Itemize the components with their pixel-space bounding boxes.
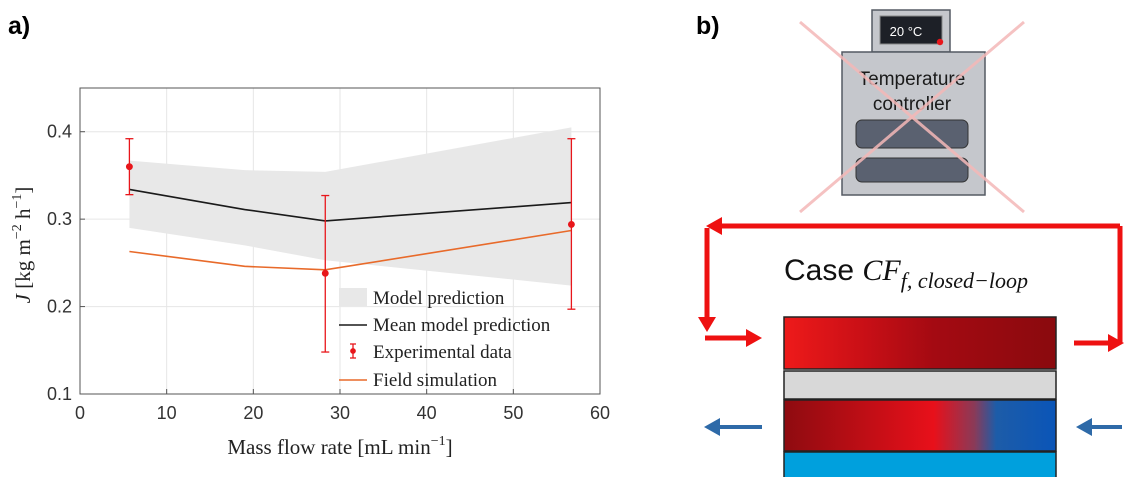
y-axis-title: J [kg m−2 h−1] [10, 187, 35, 304]
x-tick-label: 10 [157, 403, 177, 423]
controller-label-line2: controller [873, 94, 952, 115]
x-tick-label: 50 [503, 403, 523, 423]
case-label: Case CFf, closed−loop [784, 254, 1028, 293]
controller-display-value: 20 °C [890, 24, 923, 39]
model-prediction-band [129, 127, 572, 286]
legend-band-label: Model prediction [373, 288, 505, 309]
flux-chart: 0 10 20 30 40 50 60 0.1 0.2 0.3 0.4 Mass flow rate… [10, 87, 610, 459]
axis-ticks: 0 10 20 30 40 50 60 0.1 0.2 0.3 0.4 [47, 122, 610, 423]
controller-display-housing [871, 9, 951, 53]
x-tick-label: 0 [75, 403, 85, 423]
legend-band-swatch [339, 288, 367, 306]
legend-mean-label: Mean model prediction [373, 315, 551, 336]
controller-label-line1: Temperature [859, 69, 966, 90]
controller-indicator-light [936, 38, 944, 46]
controller-slot-lower [855, 157, 969, 183]
coolant-channel [783, 451, 1057, 477]
x-tick-label: 60 [590, 403, 610, 423]
temperature-controller: 20 °C Temperature controller [799, 9, 1025, 214]
loop-top-arrowhead [706, 217, 722, 235]
permeate-outlet-arrowhead [704, 418, 720, 436]
controller-slot-upper [855, 119, 969, 149]
legend-experimental-label: Experimental data [373, 342, 512, 363]
legend-experimental-swatch [350, 343, 356, 359]
inlet-hot-arrowhead [746, 329, 762, 347]
x-tick-label: 30 [330, 403, 350, 423]
x-tick-label: 20 [243, 403, 263, 423]
outlet-hot-arrowhead [1108, 334, 1124, 352]
plot-frame [79, 87, 601, 395]
panel-a-label: a) [8, 12, 31, 40]
field-simulation-line [129, 229, 572, 271]
cross-out-line-1 [799, 20, 1025, 214]
membrane-layer [783, 370, 1057, 400]
membrane-module [783, 316, 1057, 477]
hot-feed-channel [783, 316, 1057, 370]
y-tick-label: 0.3 [47, 209, 72, 229]
panel-b-label: b) [696, 12, 720, 40]
x-tick-label: 40 [417, 403, 437, 423]
experimental-data [125, 138, 576, 353]
controller-display-screen [879, 15, 943, 45]
data-point [567, 220, 575, 228]
legend-field-label: Field simulation [373, 370, 498, 391]
x-axis-title: Mass flow rate [mL min−1] [227, 434, 452, 459]
closed-loop-arrows [698, 217, 1124, 352]
legend: Model prediction Mean model prediction E… [339, 288, 551, 391]
y-tick-label: 0.4 [47, 122, 72, 142]
y-tick-label: 0.2 [47, 297, 72, 317]
experimental-point [567, 138, 576, 310]
cross-out-line-2 [799, 20, 1025, 214]
loop-down-arrowhead [698, 317, 716, 332]
y-tick-label: 0.1 [47, 384, 72, 404]
data-point [125, 163, 133, 171]
permeate-channel [783, 399, 1057, 452]
controller-body [841, 51, 986, 196]
experimental-point [321, 194, 330, 353]
experimental-point [125, 138, 134, 196]
mean-model-prediction-line [129, 188, 572, 222]
counterflow-arrows [704, 418, 1122, 436]
coolant-inlet-arrowhead [1076, 418, 1092, 436]
data-point [321, 269, 329, 277]
